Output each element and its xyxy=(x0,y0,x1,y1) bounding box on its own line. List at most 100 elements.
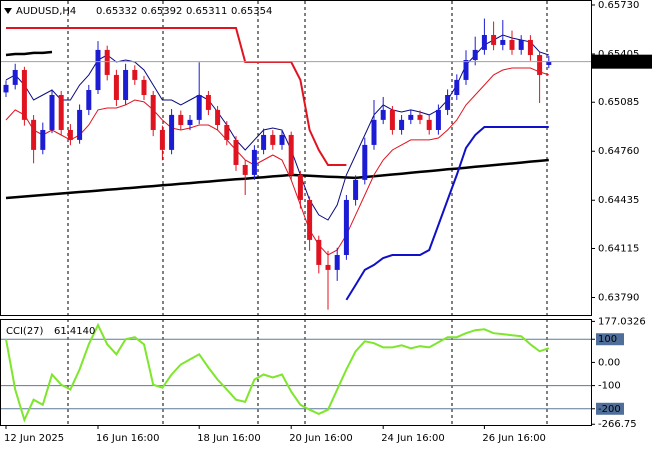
main-frame xyxy=(0,0,592,316)
candle-body xyxy=(454,79,460,95)
y-tick-label: 0.65085 xyxy=(598,97,639,108)
candle-body xyxy=(362,144,368,180)
candle-body xyxy=(205,94,211,110)
candle-body xyxy=(325,264,331,270)
candle-body xyxy=(242,164,248,175)
candle-body xyxy=(104,49,110,75)
day-separators xyxy=(67,1,548,425)
y-tick-label: 0.65730 xyxy=(598,0,639,11)
candle-body xyxy=(445,94,451,110)
candle-body xyxy=(86,90,92,110)
candle-body xyxy=(288,134,294,175)
candle-body xyxy=(123,69,129,100)
candle-body xyxy=(215,109,221,126)
candle-body xyxy=(481,34,487,50)
candle-body xyxy=(297,174,303,200)
high-value: 0.65392 xyxy=(141,6,182,17)
plot xyxy=(1,18,591,423)
candle-body xyxy=(77,109,83,140)
y-tick-label: 177.0326 xyxy=(598,316,646,327)
menu-arrow xyxy=(4,8,12,14)
indicator-line xyxy=(345,126,549,301)
x-tick-label: 24 Jun 16:00 xyxy=(381,433,445,444)
symbol: AUDUSD,H4 xyxy=(16,6,76,17)
candle-body xyxy=(141,79,147,95)
y-tick-label: 100 xyxy=(598,334,617,345)
y-tick-label: -100 xyxy=(598,381,621,392)
candle-body xyxy=(353,179,359,200)
low-value: 0.65311 xyxy=(186,6,227,17)
y-tick-label: -266.75 xyxy=(598,419,637,430)
tick-highlight xyxy=(596,333,624,346)
candle-body xyxy=(31,119,37,150)
candle-body xyxy=(343,199,349,255)
candle-body xyxy=(178,114,184,126)
tick-highlight xyxy=(596,402,624,415)
candle-body xyxy=(279,134,285,145)
candle-body xyxy=(435,109,441,130)
y-tick-label: -200 xyxy=(598,404,621,415)
x-tick-label: 18 Jun 16:00 xyxy=(197,433,261,444)
candle-body xyxy=(49,94,55,130)
x-tick-label: 20 Jun 16:00 xyxy=(289,433,353,444)
candle-body xyxy=(196,94,202,120)
candle-body xyxy=(417,114,423,120)
candle-body xyxy=(95,49,101,91)
price-tag xyxy=(592,54,652,69)
candle-body xyxy=(399,119,405,130)
open-value: 0.65332 xyxy=(96,6,137,17)
candle-body xyxy=(261,134,267,150)
candle-body xyxy=(150,94,156,130)
candle-body xyxy=(251,149,257,175)
price-tag-label: 0.65354 xyxy=(600,57,641,68)
candle-body xyxy=(12,69,18,85)
candle-body xyxy=(334,254,340,270)
candle-body xyxy=(389,109,395,130)
x-tick-label: 16 Jun 16:00 xyxy=(96,433,160,444)
candle-body xyxy=(169,114,175,150)
y-tick-label: 0.64435 xyxy=(598,195,639,206)
candle-body xyxy=(224,125,230,140)
indicator-line xyxy=(5,67,549,256)
close-value: 0.65354 xyxy=(231,6,272,17)
indicator-value: 61.4140 xyxy=(54,326,95,337)
candle-body xyxy=(408,114,414,120)
x-tick-label: 26 Jun 16:00 xyxy=(482,433,546,444)
candle-body xyxy=(67,129,73,140)
y-tick-label: 0.64115 xyxy=(598,244,639,255)
candle-body xyxy=(316,239,322,265)
candle-body xyxy=(426,119,432,130)
candle-body xyxy=(371,119,377,145)
candle-body xyxy=(187,119,193,126)
candle-body xyxy=(40,129,46,150)
y-tick-label: 0.63790 xyxy=(598,293,639,304)
y-tick-label: 0.00 xyxy=(598,357,620,368)
y-tick-label: 0.65405 xyxy=(598,49,639,60)
candle-body xyxy=(233,139,239,165)
indicator-line xyxy=(5,50,53,57)
candle-body xyxy=(546,61,552,65)
candle-body xyxy=(472,49,478,61)
indicator-name: CCI(27) xyxy=(6,326,44,337)
candle-body xyxy=(491,34,497,45)
candle-body xyxy=(307,199,313,240)
candle-body xyxy=(380,109,386,120)
candle-body xyxy=(132,69,138,80)
candle-body xyxy=(500,39,506,45)
candle-body xyxy=(3,84,9,93)
candle-body xyxy=(527,39,533,56)
candle-body xyxy=(509,39,515,50)
y-tick-label: 0.64760 xyxy=(598,146,639,157)
candle-body xyxy=(21,69,27,120)
candle-body xyxy=(58,94,64,130)
cci-line xyxy=(5,322,550,423)
x-tick-label: 12 Jun 2025 xyxy=(4,433,64,444)
candle-body xyxy=(270,134,276,145)
candle-body xyxy=(113,74,119,100)
candle-body xyxy=(518,39,524,50)
indicator-frame xyxy=(0,319,592,426)
candle-body xyxy=(537,55,543,75)
candle-body xyxy=(463,60,469,80)
